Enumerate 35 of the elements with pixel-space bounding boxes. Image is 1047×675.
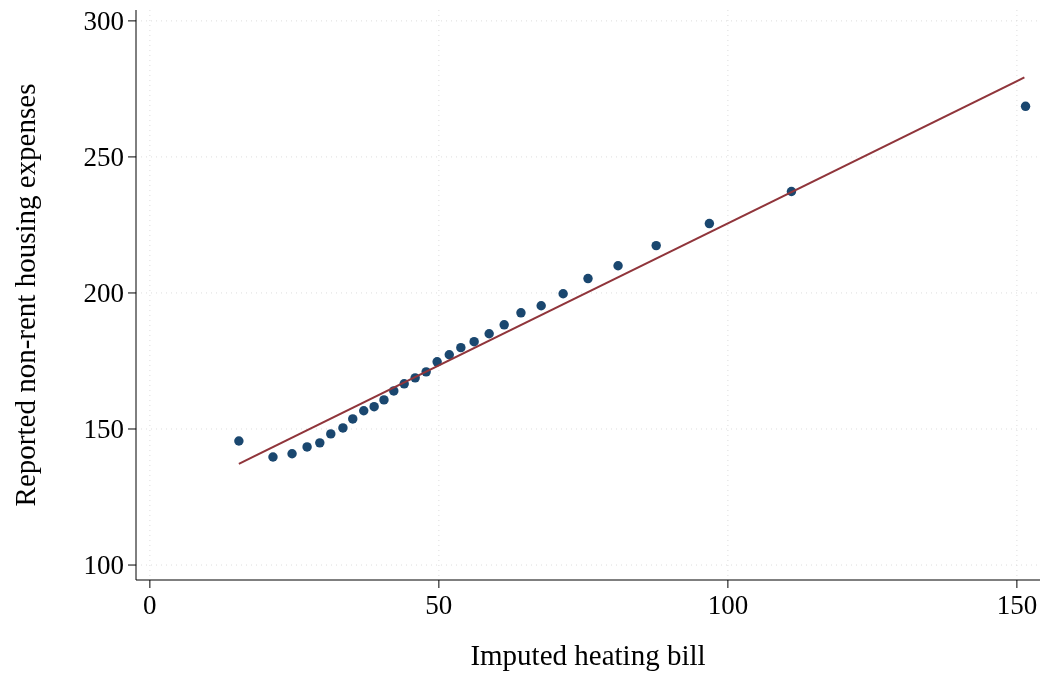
x-tick-label: 50 <box>425 590 453 620</box>
y-tick-label: 100 <box>83 550 124 581</box>
point <box>1020 101 1031 112</box>
x-tick-label: 150 <box>996 590 1038 620</box>
point <box>315 438 325 448</box>
x-tick-label: 100 <box>707 590 749 620</box>
point <box>444 350 454 360</box>
point <box>456 342 466 353</box>
point <box>338 423 348 433</box>
point <box>287 449 297 459</box>
point <box>558 289 568 299</box>
point <box>469 336 479 347</box>
point <box>704 218 715 229</box>
point <box>302 442 312 452</box>
y-tick-label: 150 <box>83 414 124 445</box>
point <box>359 406 369 416</box>
x-tick-label: 0 <box>143 590 157 620</box>
point <box>379 395 389 405</box>
point <box>516 308 526 318</box>
y-tick-label: 300 <box>83 6 124 37</box>
y-tick-label: 200 <box>83 278 124 309</box>
point <box>234 436 244 446</box>
point <box>326 429 336 439</box>
y-axis-title: Reported non-rent housing expenses <box>9 83 41 507</box>
point <box>651 240 661 251</box>
point <box>268 452 278 462</box>
point <box>583 273 593 284</box>
point <box>613 261 623 271</box>
y-tick-label: 250 <box>83 142 124 173</box>
point <box>484 329 494 339</box>
point <box>536 301 546 311</box>
x-axis-title: Imputed heating bill <box>470 639 706 671</box>
point <box>369 401 379 412</box>
point <box>348 414 358 424</box>
point <box>499 320 509 330</box>
